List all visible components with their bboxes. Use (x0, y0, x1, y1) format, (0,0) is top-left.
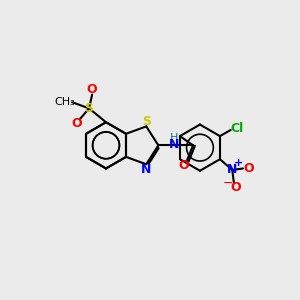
Text: −: − (223, 177, 234, 190)
Text: O: O (230, 181, 241, 194)
Text: S: S (142, 115, 151, 128)
Text: O: O (71, 116, 82, 130)
Text: N: N (141, 163, 152, 176)
Text: O: O (243, 162, 254, 175)
Text: Cl: Cl (230, 122, 244, 135)
Text: O: O (178, 159, 189, 172)
Text: N: N (169, 138, 179, 151)
Text: +: + (234, 158, 243, 168)
Text: O: O (87, 83, 98, 96)
Text: H: H (169, 133, 178, 142)
Text: S: S (85, 102, 94, 115)
Text: CH₃: CH₃ (54, 97, 75, 107)
Text: N: N (227, 163, 238, 176)
